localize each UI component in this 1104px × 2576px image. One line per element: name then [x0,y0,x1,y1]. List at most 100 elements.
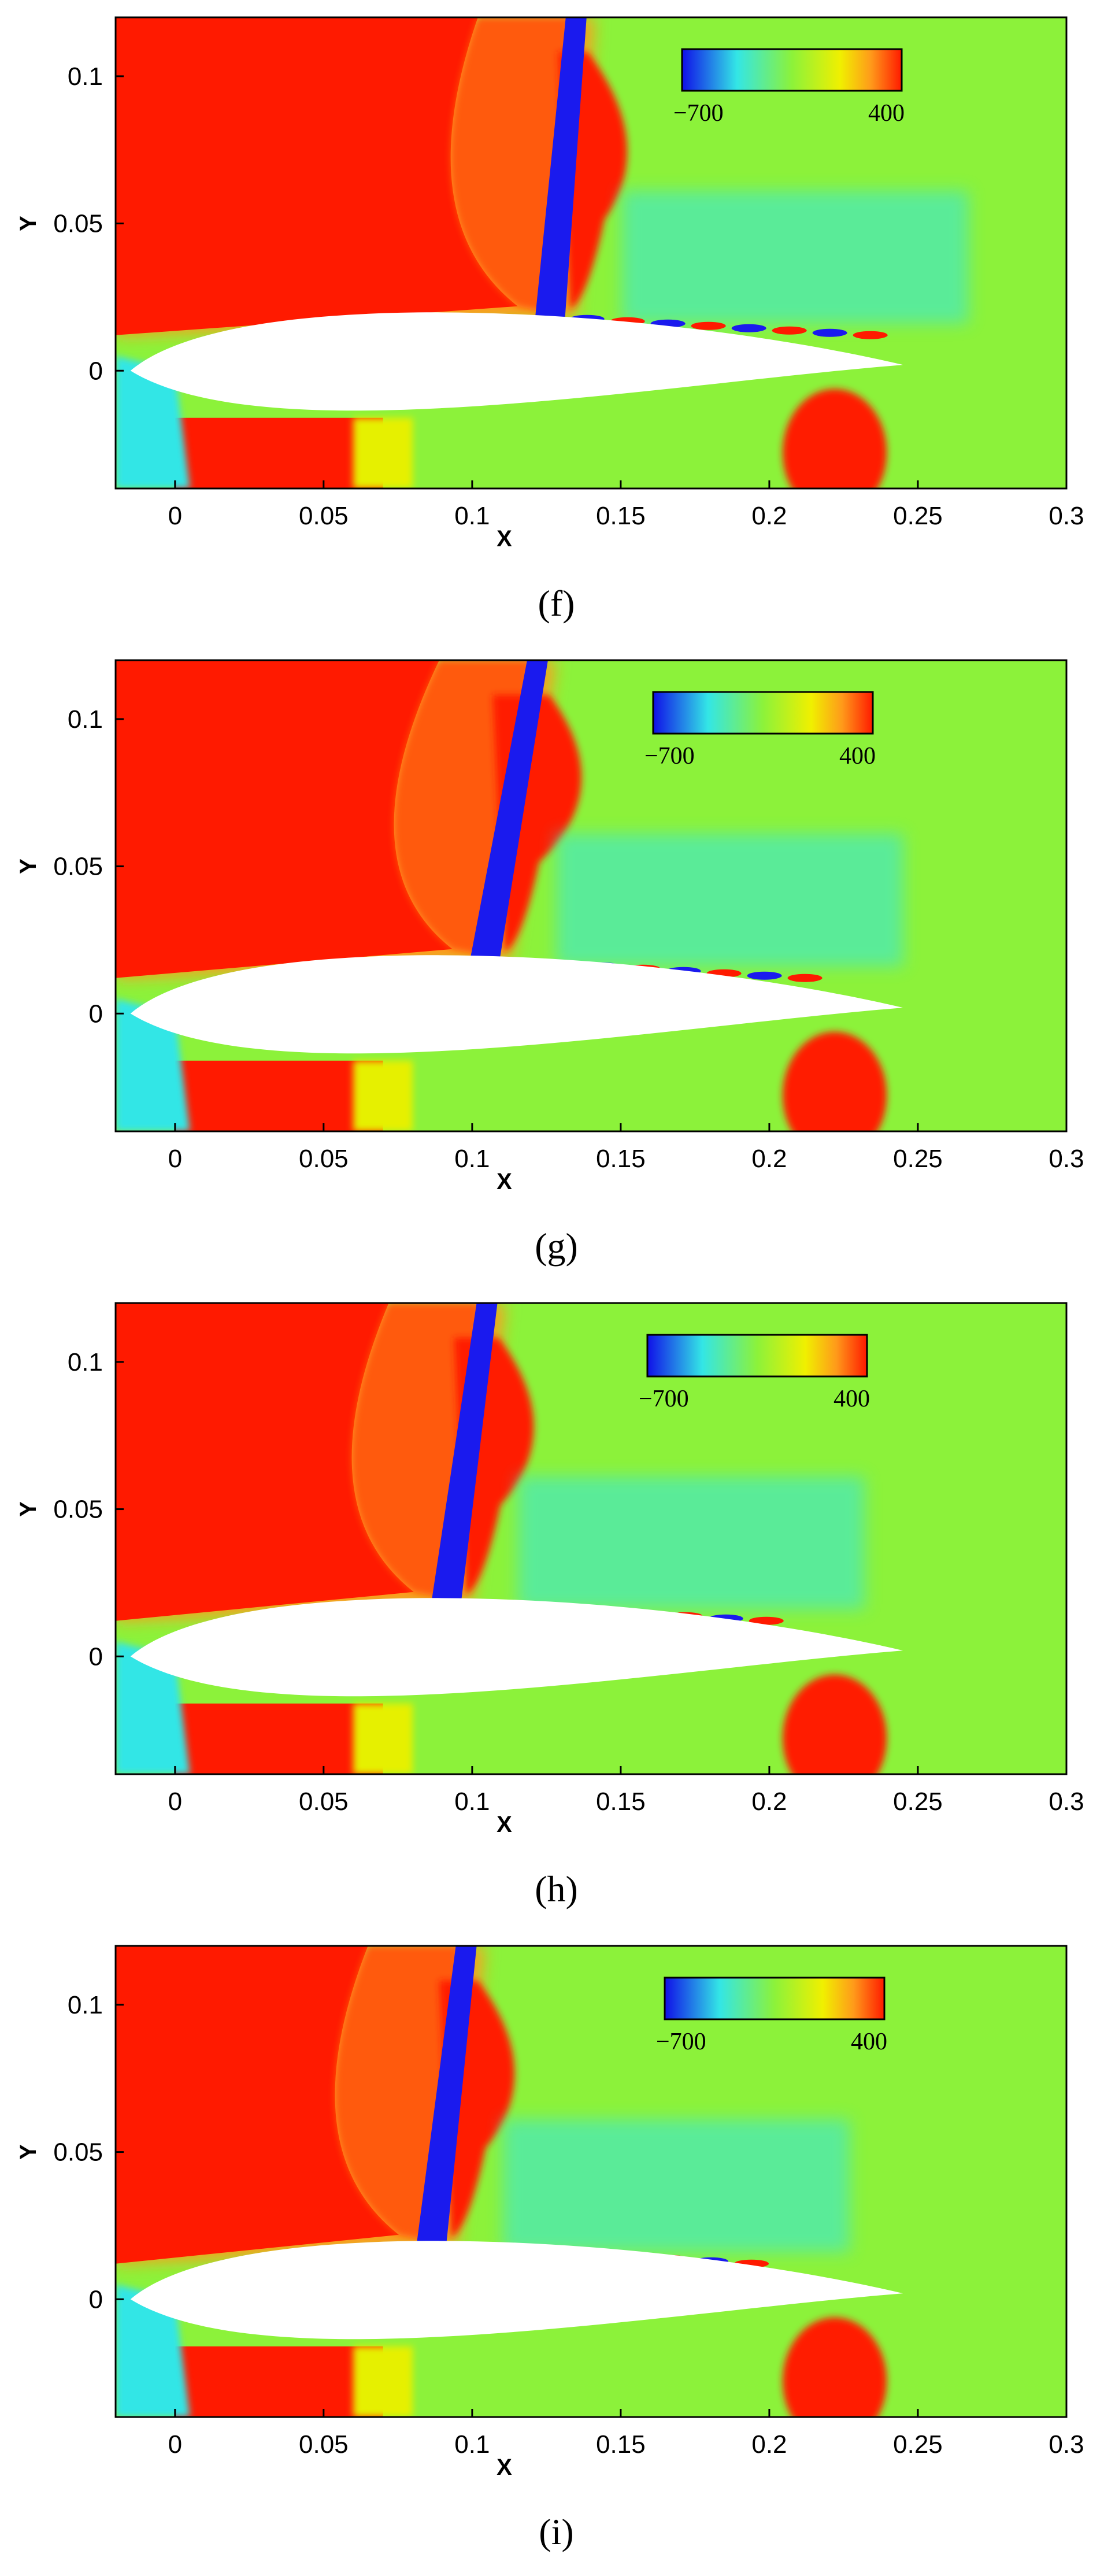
x-tick-label: 0.15 [596,502,646,530]
x-tick-label: 0 [168,502,182,530]
plot-frame [114,16,1068,490]
lower-yellow-band [353,1060,413,1131]
panel-h: 0 0.05 0.1 0.15 0.2 0.25 0.3 0 0.05 0.1 X Y −700 400 (… [16,1302,1084,1909]
y-tick-label: 0.1 [68,1348,103,1376]
contour-field [116,1303,1066,1774]
x-tick-label: 0.2 [751,2430,787,2459]
lower-yellow-band [353,2346,413,2417]
x-axis-label: X [497,1169,512,1194]
plot-frame [114,1302,1068,1775]
y-axis-label: Y [16,216,41,231]
x-tick-label: 0 [168,1145,182,1173]
panel-caption: (f) [538,583,575,624]
y-tick-label: 0.05 [53,853,103,881]
supersonic-region [116,660,453,978]
x-tick-label: 0.05 [299,502,349,530]
panel-g: 0 0.05 0.1 0.15 0.2 0.25 0.3 0 0.05 0.1 X Y −700 400 (… [16,659,1084,1267]
x-tick-label: 0.15 [596,1145,646,1173]
shock-wave [416,1946,477,2248]
shear-layer-vortex [691,321,726,330]
lower-compression-blob [783,1031,887,1131]
lower-compression [175,1060,383,1131]
x-tick-label: 0.1 [454,2430,490,2459]
x-tick-label: 0.3 [1049,1787,1084,1816]
shear-layer-vortex [749,1616,784,1625]
y-tick-label: 0.1 [68,62,103,91]
lower-compression-blob [783,1674,887,1774]
colorbar [681,48,903,92]
x-tick-label: 0.1 [454,502,490,530]
colorbar-min-label: −700 [656,2029,706,2055]
shear-layer-vortex [812,328,847,337]
supersonic-region [116,1946,399,2264]
suction-wake [517,1476,865,1609]
lower-yellow-band [353,417,413,488]
leading-edge-fan [116,356,190,488]
x-tick-label: 0 [168,2430,182,2459]
contour-field [116,660,1066,1131]
colorbar-max-label: 400 [868,100,905,127]
colorbar [664,1977,886,2020]
y-axis-label: Y [16,2144,41,2160]
x-tick-label: 0.3 [1049,2430,1084,2459]
x-tick-label: 0.25 [893,1787,943,1816]
leading-edge-fan [116,998,190,1131]
shear-layer-vortex [787,974,823,982]
x-tick-label: 0 [168,1787,182,1816]
shear-layer-vortex [853,331,888,339]
leading-edge-fan [116,2284,190,2417]
plot-frame [114,1945,1068,2418]
airfoil [130,2241,903,2340]
x-tick-label: 0.2 [751,1787,787,1816]
panel-i: 0 0.05 0.1 0.15 0.2 0.25 0.3 0 0.05 0.1 X Y −700 400 (… [16,1945,1084,2552]
lower-compression [175,1703,383,1774]
x-tick-label: 0.05 [299,1787,349,1816]
lower-yellow-band [353,1703,413,1774]
colorbar [652,691,874,735]
x-axis-label: X [497,2455,512,2480]
lower-compression [175,2346,383,2417]
y-tick-label: 0.1 [68,1991,103,2019]
shear-layer-vortex [747,971,782,980]
y-tick-label: 0.05 [53,2138,103,2167]
contour-field [116,1946,1066,2417]
x-tick-label: 0.2 [751,1145,787,1173]
colorbar-max-label: 400 [839,743,876,769]
contour-field [116,17,1066,488]
shear-layer-vortex [772,326,807,335]
x-tick-label: 0.15 [596,2430,646,2459]
colorbar-min-label: −700 [639,1386,689,1412]
y-tick-label: 0.1 [68,705,103,734]
shock-wave [535,17,587,319]
supersonic-region [116,17,518,335]
colorbar-min-label: −700 [644,743,695,769]
y-tick-label: 0.05 [53,210,103,238]
x-tick-label: 0.1 [454,1787,490,1816]
x-tick-label: 0.25 [893,1145,943,1173]
panel-caption: (i) [539,2511,573,2552]
shear-layer-vortex [731,324,766,332]
x-tick-label: 0.2 [751,502,787,530]
x-axis-label: X [497,526,512,552]
shock-wave [469,660,548,962]
shock-wave [431,1303,498,1605]
suction-wake [621,191,969,324]
colorbar-max-label: 400 [851,2029,887,2055]
y-axis-label: Y [16,858,41,874]
y-tick-label: 0 [89,2285,103,2314]
suction-wake [556,834,903,967]
leading-edge-fan [116,1641,190,1774]
plot-frame [114,659,1068,1132]
x-tick-label: 0.3 [1049,1145,1084,1173]
y-axis-label: Y [16,1501,41,1517]
panel-f: 0 0.05 0.1 0.15 0.2 0.25 0.3 0 0.05 0.1 X Y −700 400 (… [16,16,1084,624]
y-tick-label: 0.05 [53,1496,103,1524]
supersonic-region [116,1303,414,1621]
lower-compression [175,417,383,488]
colorbar-min-label: −700 [673,100,724,127]
expansion-gradient [450,17,570,312]
panel-caption: (g) [535,1226,578,1267]
colorbar-max-label: 400 [833,1386,870,1412]
